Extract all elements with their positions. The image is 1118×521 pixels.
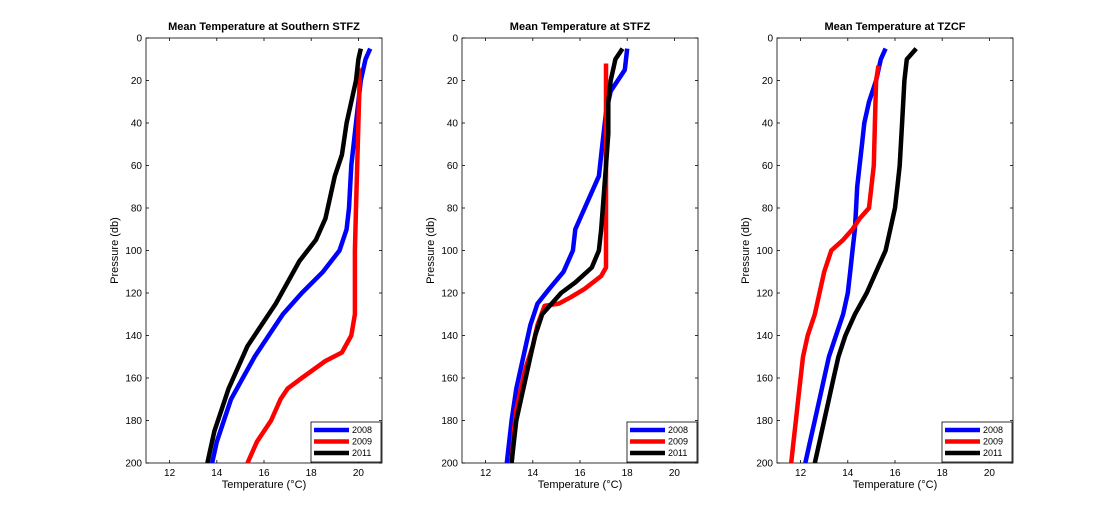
axes-box [145,37,383,464]
series-line-2011 [205,48,363,463]
x-tick-label: 12 [480,468,492,479]
legend-label: 2009 [983,437,1003,447]
x-tick-label: 18 [306,468,318,479]
x-tick-label: 18 [937,468,949,479]
y-tick-label: 100 [441,246,458,257]
y-tick-label: 40 [447,119,459,130]
x-tick-label: 14 [527,468,539,479]
y-axis-label: Pressure (db) [425,217,437,284]
x-axis-label: Temperature (°C) [222,479,306,491]
x-axis-label: Temperature (°C) [538,479,622,491]
y-tick-label: 40 [762,119,774,130]
x-tick-label: 20 [353,468,365,479]
legend-label: 2011 [668,448,687,458]
x-tick-label: 20 [669,468,681,479]
y-tick-label: 60 [131,161,143,172]
x-tick-label: 16 [574,468,586,479]
x-tick-label: 14 [211,468,223,479]
x-tick-label: 14 [842,468,854,479]
chart-panel-2: 0 20 40 60 80 100 120 140 160 180 200 12 14 16 18 20 Mea… [425,21,699,491]
chart-title: Mean Temperature at Southern STFZ [168,21,360,33]
y-tick-label: 160 [756,374,773,385]
y-tick-label: 60 [762,161,774,172]
y-axis-label: Pressure (db) [740,217,752,284]
y-tick-label: 140 [756,331,773,342]
y-tick-label: 40 [131,119,143,130]
y-tick-label: 180 [125,416,142,427]
y-tick-label: 180 [756,416,773,427]
y-tick-label: 120 [756,289,773,300]
y-tick-label: 80 [447,204,459,215]
legend-label: 2011 [983,448,1002,458]
series-line-2011 [812,47,918,463]
y-tick-label: 120 [125,289,142,300]
series-line-2009 [245,67,362,463]
legend-label: 2011 [352,448,371,458]
x-tick-label: 18 [622,468,634,479]
y-tick-label: 180 [441,416,458,427]
chart-panel-3: 0 20 40 60 80 100 120 140 160 180 200 12 14 16 18 20 Mea… [740,21,1014,491]
chart-title: Mean Temperature at TZCF [825,21,966,33]
axes-box [776,37,1014,464]
y-tick-label: 200 [125,459,142,470]
legend-label: 2008 [983,425,1003,435]
y-axis-label: Pressure (db) [109,217,121,284]
series-line-2008 [209,47,373,463]
axes-box [461,37,699,464]
y-tick-label: 0 [452,34,458,45]
chart-panel-1: 0 20 40 60 80 100 120 140 160 180 200 12 14 16 18 20 Mea… [109,21,383,491]
series-line-2009 [509,63,609,463]
x-axis-label: Temperature (°C) [853,479,937,491]
y-tick-label: 140 [441,331,458,342]
legend-label: 2009 [668,437,688,447]
legend-label: 2008 [668,425,688,435]
y-tick-label: 60 [447,161,459,172]
y-tick-label: 20 [131,76,143,87]
x-tick-label: 12 [795,468,807,479]
y-tick-label: 200 [756,459,773,470]
legend-label: 2008 [352,425,372,435]
y-tick-label: 0 [136,34,142,45]
y-tick-label: 20 [762,76,774,87]
y-tick-label: 0 [767,34,773,45]
x-tick-label: 12 [164,468,176,479]
y-tick-label: 80 [131,204,143,215]
x-tick-label: 20 [984,468,996,479]
series-line-2011 [509,47,625,463]
x-tick-label: 16 [889,468,901,479]
y-tick-label: 100 [756,246,773,257]
y-tick-label: 120 [441,289,458,300]
y-tick-label: 100 [125,246,142,257]
series-line-2008 [803,47,888,463]
y-tick-label: 20 [447,76,459,87]
legend-label: 2009 [352,437,372,447]
y-tick-label: 140 [125,331,142,342]
series-line-2009 [788,65,881,463]
x-tick-label: 16 [258,468,270,479]
y-tick-label: 200 [441,459,458,470]
y-tick-label: 160 [125,374,142,385]
chart-title: Mean Temperature at STFZ [510,21,651,33]
y-tick-label: 80 [762,204,774,215]
y-tick-label: 160 [441,374,458,385]
